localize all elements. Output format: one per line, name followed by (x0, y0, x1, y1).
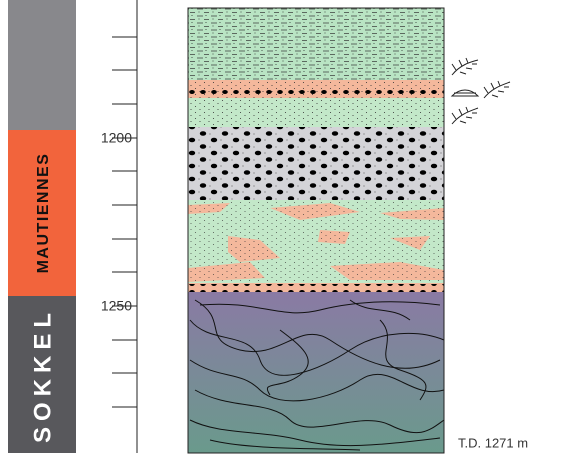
unit-label: SOKKEL (29, 307, 56, 443)
lithology-column (188, 8, 444, 453)
depth-axis (112, 0, 137, 453)
unit-label: MAUTIENNES (35, 153, 52, 274)
unit-box (8, 0, 76, 130)
well-log: MAUTIENNES SOKKEL 1200 1250 (0, 0, 571, 461)
depth-label: 1250 (101, 298, 132, 314)
fossil-icons (452, 58, 510, 124)
total-depth: T.D. 1271 m (458, 435, 528, 450)
depth-label: 1200 (101, 130, 132, 146)
